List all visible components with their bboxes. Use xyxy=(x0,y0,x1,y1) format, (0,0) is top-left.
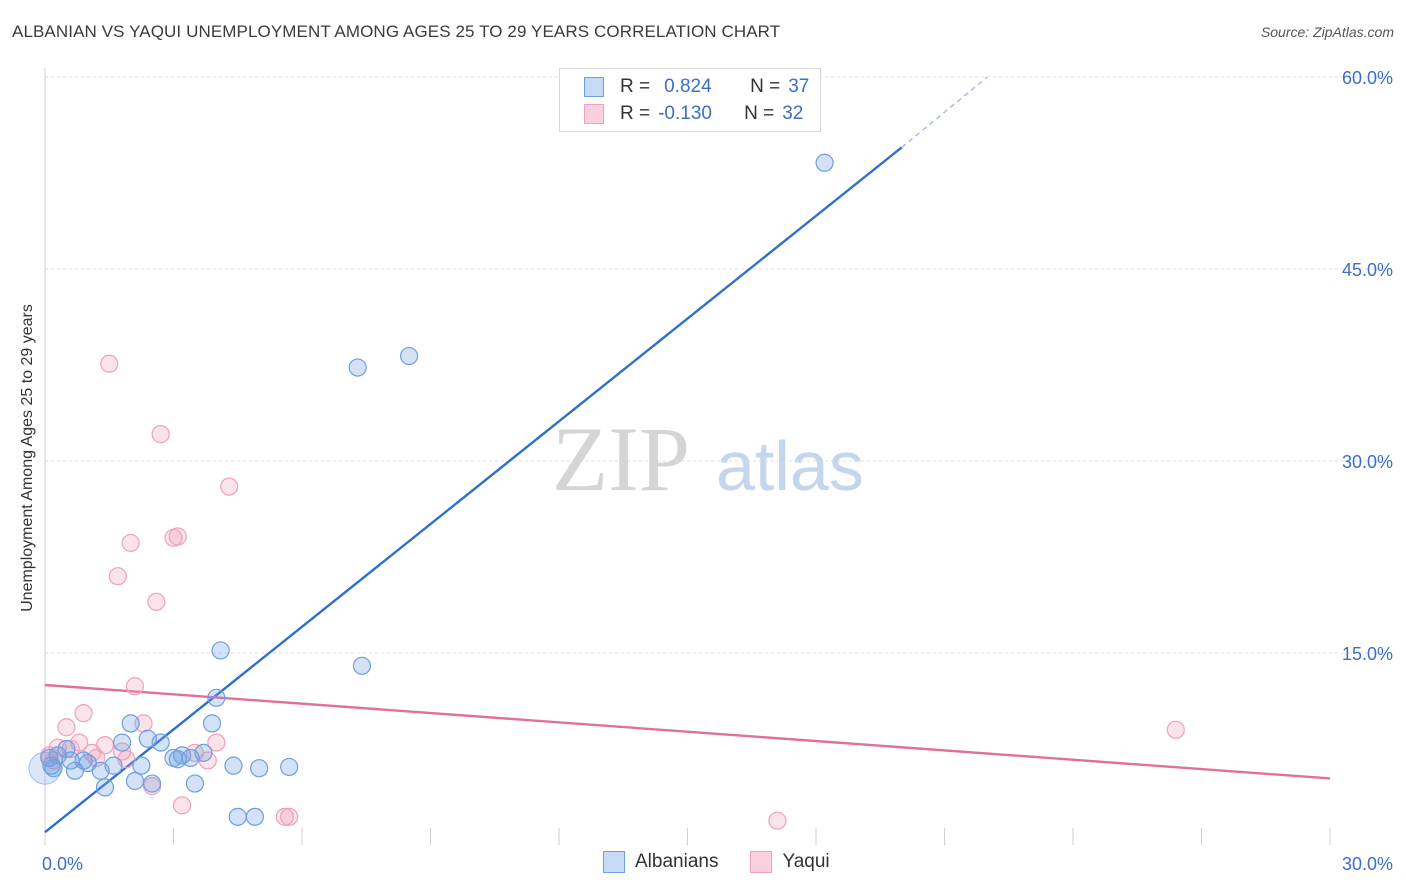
albanians-swatch xyxy=(584,77,604,97)
yaqui-trend-line xyxy=(44,683,1331,780)
albanians-point-10 xyxy=(95,778,115,797)
yaqui-r-label: R = xyxy=(620,103,651,124)
yaqui-n-value: 32 xyxy=(782,103,804,124)
source-label: Source: ZipAtlas.com xyxy=(1260,24,1394,40)
albanians-point-32 xyxy=(280,757,299,777)
yaqui-point-30 xyxy=(1166,720,1185,739)
yaqui-legend-label: Yaqui xyxy=(782,851,830,872)
albanians-r-label: R = xyxy=(620,76,651,97)
yaqui-point-27 xyxy=(275,807,294,826)
watermark-atlas: atlas xyxy=(716,427,864,505)
albanians-point-24 xyxy=(194,743,213,762)
albanians-point-29 xyxy=(228,807,247,826)
albanians-point-17 xyxy=(142,774,162,793)
yaqui-point-11 xyxy=(108,567,127,586)
yaqui-point-26 xyxy=(220,477,239,496)
y-tick-label-1: 30.0% xyxy=(1342,452,1393,472)
albanians-r-value: 0.824 xyxy=(664,76,712,97)
trend-lines xyxy=(44,76,1331,834)
legend-item-yaqui: Yaqui xyxy=(750,851,830,873)
albanians-point-26 xyxy=(207,688,226,707)
albanians-point-33 xyxy=(348,358,367,377)
yaqui-point-22 xyxy=(172,796,192,815)
albanians-n-value: 37 xyxy=(788,76,810,97)
albanians-legend-swatch xyxy=(603,851,625,873)
albanians-point-11 xyxy=(104,756,123,775)
chart-title: ALBANIAN VS YAQUI UNEMPLOYMENT AMONG AGE… xyxy=(12,22,781,41)
yaqui-point-18 xyxy=(147,592,166,611)
yaqui-point-28 xyxy=(280,807,299,826)
x-tick-label-1: 30.0% xyxy=(1342,854,1393,874)
yaqui-swatch xyxy=(584,104,604,124)
yaqui-r-value: -0.130 xyxy=(658,103,712,124)
albanians-n-label: N = xyxy=(750,76,781,97)
yaqui-n-label: N = xyxy=(744,103,775,124)
albanians-trend-extension xyxy=(901,76,988,148)
yaqui-point-21 xyxy=(168,527,187,546)
watermark: ZIP atlas xyxy=(552,408,864,510)
albanians-point-35 xyxy=(399,346,419,366)
yaqui-point-10 xyxy=(100,354,119,373)
yaqui-point-29 xyxy=(768,811,787,830)
data-points xyxy=(28,153,1185,830)
albanians-trend-line xyxy=(44,146,903,834)
yaqui-point-6 xyxy=(74,704,93,723)
albanians-point-18 xyxy=(151,733,170,752)
albanians-point-25 xyxy=(202,714,222,733)
gridlines xyxy=(45,76,1392,654)
albanians-point-15 xyxy=(132,756,151,775)
yaqui-point-3 xyxy=(57,718,76,737)
axes xyxy=(44,68,1331,845)
albanians-point-12 xyxy=(112,733,132,752)
albanians-point-30 xyxy=(245,807,264,826)
y-tick-label-3: 60.0% xyxy=(1342,68,1393,88)
y-tick-label-0: 15.0% xyxy=(1342,644,1393,664)
legend-row-yaqui: R = -0.130 N = 32 xyxy=(584,102,803,126)
albanians-point-27 xyxy=(211,641,230,660)
correlation-legend: R = 0.824 N = 37 R = -0.130 N = 32 xyxy=(559,68,821,132)
x-tick-label-0: 0.0% xyxy=(42,854,83,874)
albanians-point-36 xyxy=(815,153,834,172)
albanians-point-4 xyxy=(57,739,76,759)
y-tick-label-2: 45.0% xyxy=(1342,260,1393,280)
tick-labels: 15.0% 30.0% 45.0% 60.0% 0.0% 30.0% xyxy=(42,68,1393,874)
yaqui-point-25 xyxy=(207,733,226,752)
yaqui-point-14 xyxy=(121,533,140,553)
yaqui-legend-swatch xyxy=(750,851,773,873)
albanians-point-14 xyxy=(125,771,145,791)
albanians-point-34 xyxy=(352,656,372,675)
albanians-legend-label: Albanians xyxy=(635,851,719,872)
watermark-zip: ZIP xyxy=(552,408,690,510)
legend-row-albanians: R = 0.824 N = 37 xyxy=(584,75,809,99)
albanians-point-28 xyxy=(224,756,243,775)
albanians-point-13 xyxy=(121,714,140,733)
yaqui-point-15 xyxy=(125,677,145,696)
albanians-point-23 xyxy=(185,774,205,793)
series-legend: Albanians Yaqui xyxy=(603,851,862,873)
yaqui-point-19 xyxy=(151,425,170,444)
albanians-point-1 xyxy=(42,756,61,775)
legend-item-albanians: Albanians xyxy=(603,851,718,873)
yaqui-point-9 xyxy=(95,736,115,755)
albanians-point-31 xyxy=(250,759,269,778)
